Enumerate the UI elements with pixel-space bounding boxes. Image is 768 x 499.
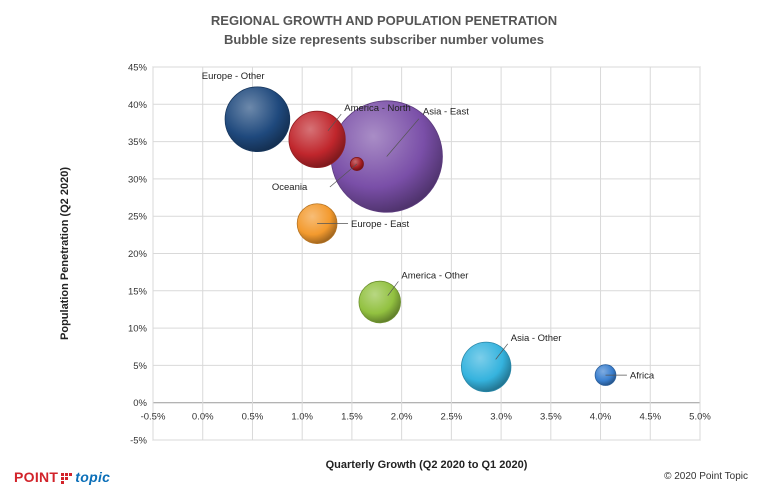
x-tick-label: 1.0% — [291, 412, 313, 423]
y-tick-label: 25% — [128, 212, 148, 223]
y-tick-label: 0% — [133, 398, 147, 409]
bubble-label: America - Other — [401, 270, 468, 281]
x-tick-label: 4.0% — [590, 412, 612, 423]
logo-grid-icon — [61, 473, 73, 484]
bubble-label: Europe - East — [351, 219, 409, 230]
bubble-america-other — [358, 280, 401, 324]
point-topic-logo: POINT topic — [14, 469, 110, 485]
bubble-label: Asia - Other — [511, 333, 562, 344]
bubble-america-north — [288, 110, 346, 168]
y-tick-label: 45% — [128, 63, 148, 74]
logo-point-text: POINT — [14, 469, 59, 485]
x-tick-label: 5.0% — [689, 412, 711, 423]
y-tick-label: 35% — [128, 137, 148, 148]
x-tick-label: 2.5% — [441, 412, 463, 423]
leader-line — [495, 343, 509, 360]
x-tick-label: 0.0% — [192, 412, 214, 423]
bubble-asia-other — [460, 341, 512, 393]
x-tick-label: 2.0% — [391, 412, 413, 423]
leader-line — [387, 281, 399, 296]
logo-topic-text: topic — [75, 469, 111, 485]
bubble-label: Europe - Other — [202, 71, 265, 82]
x-tick-label: 0.5% — [242, 412, 264, 423]
bubble-label: Oceania — [272, 182, 308, 193]
x-tick-label: 3.5% — [540, 412, 562, 423]
y-tick-label: -5% — [130, 436, 147, 447]
x-tick-label: 4.5% — [639, 412, 661, 423]
copyright-text: © 2020 Point Topic — [664, 471, 748, 482]
y-tick-label: 20% — [128, 249, 148, 260]
chart-title: REGIONAL GROWTH AND POPULATION PENETRATI… — [210, 13, 558, 28]
x-tick-label: -0.5% — [141, 412, 166, 423]
y-tick-label: 40% — [128, 100, 148, 111]
x-axis-label: Quarterly Growth (Q2 2020 to Q1 2020) — [326, 459, 528, 471]
y-axis-label: Population Penetration (Q2 2020) — [59, 167, 71, 340]
leader-line — [386, 118, 420, 157]
y-tick-label: 30% — [128, 174, 148, 185]
leader-line — [329, 163, 358, 188]
y-tick-label: 15% — [128, 286, 148, 297]
chart-subtitle: Bubble size represents subscriber number… — [223, 32, 545, 47]
bubble-label: Asia - East — [423, 107, 469, 118]
x-tick-label: 1.5% — [341, 412, 363, 423]
leader-line — [327, 113, 342, 132]
x-tick-label: 3.0% — [490, 412, 512, 423]
y-tick-label: 10% — [128, 324, 148, 335]
bubble-europe-other — [224, 86, 291, 152]
bubble-label: Africa — [630, 371, 655, 382]
y-tick-label: 5% — [133, 361, 147, 372]
bubble-label: America - North — [344, 103, 411, 114]
